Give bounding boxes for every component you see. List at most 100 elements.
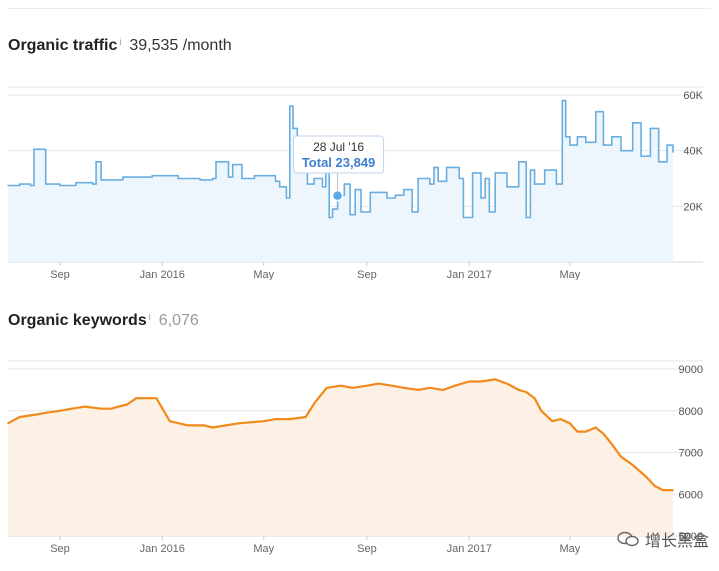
data-point [44, 183, 47, 185]
y-tick-label: 5000 [679, 531, 703, 543]
keywords-info-icon[interactable]: i [148, 312, 151, 322]
data-point [610, 135, 613, 138]
y-tick-label: 40K [683, 146, 703, 158]
x-tick-label: May [559, 269, 580, 280]
data-point [187, 424, 190, 427]
data-point [288, 105, 291, 107]
traffic-header: Organic traffic i 39,535 /month [8, 37, 232, 55]
data-point [433, 166, 435, 169]
x-tick-label: Sep [357, 269, 377, 280]
data-point [672, 151, 674, 153]
data-point [126, 403, 128, 406]
data-point [458, 177, 460, 180]
data-point [564, 135, 567, 138]
data-point [288, 418, 291, 420]
data-point [666, 144, 668, 146]
data-point [540, 409, 543, 412]
data-point [100, 179, 102, 181]
data-point [304, 416, 307, 418]
data-point [484, 177, 486, 180]
data-point [525, 391, 528, 393]
data-point [75, 181, 77, 184]
data-point [278, 186, 281, 188]
data-point [543, 169, 546, 171]
data-point [417, 177, 419, 180]
series-area [8, 379, 673, 536]
data-point [525, 216, 528, 219]
data-point [494, 378, 497, 381]
data-point [631, 464, 634, 466]
data-point [343, 183, 346, 185]
data-point [555, 183, 558, 185]
data-point [569, 144, 571, 146]
data-point [7, 422, 9, 425]
data-point [122, 176, 124, 178]
data-point [569, 422, 571, 425]
data-point [143, 397, 145, 400]
data-point [313, 177, 315, 180]
data-point [506, 186, 508, 188]
data-point [292, 127, 294, 130]
watermark-text: 增长黑盒 [644, 533, 709, 550]
data-point [274, 418, 277, 420]
data-point [551, 420, 554, 422]
data-point [517, 389, 520, 391]
data-point [241, 177, 243, 180]
data-point [7, 184, 9, 187]
data-point [117, 405, 120, 408]
data-point [91, 183, 94, 185]
keywords-title: Organic keywords [8, 312, 147, 329]
x-tick-label: May [253, 543, 274, 555]
data-point [18, 183, 21, 185]
y-tick-label: 9000 [679, 364, 703, 376]
data-point [584, 430, 587, 433]
x-tick-label: Sep [50, 543, 70, 555]
data-point [110, 407, 112, 410]
data-point [471, 172, 474, 174]
data-point [237, 422, 240, 425]
data-point [199, 179, 201, 181]
top-divider [8, 8, 711, 9]
data-point [100, 407, 102, 410]
x-tick-label: Sep [50, 269, 70, 280]
tooltip-total: Total 23,849 [302, 155, 375, 170]
data-point [506, 382, 508, 385]
data-point [151, 174, 154, 177]
data-point [135, 397, 138, 400]
x-tick-label: Sep [357, 543, 377, 555]
data-point [595, 426, 597, 429]
data-point [468, 380, 471, 383]
data-point [231, 163, 234, 166]
y-tick-label: 6000 [679, 489, 703, 501]
data-point [488, 211, 491, 213]
data-point [429, 386, 431, 389]
data-point [662, 489, 664, 491]
keywords-chart: 5000 6000 7000 8000 9000 Sep Jan 2016 May Sep Jan… [7, 360, 703, 555]
data-point [394, 194, 397, 196]
data-point [262, 420, 265, 422]
data-point [274, 180, 277, 183]
data-point [631, 122, 634, 124]
data-point [480, 380, 482, 383]
data-point [417, 389, 419, 391]
data-point [59, 409, 61, 412]
data-point [351, 386, 354, 389]
series-area [8, 100, 673, 262]
data-point [403, 188, 405, 191]
traffic-info-icon[interactable]: i [119, 37, 122, 47]
data-point [610, 443, 613, 445]
wechat-icon [617, 531, 639, 547]
data-point [321, 186, 324, 188]
data-point [211, 426, 214, 429]
data-point [328, 216, 330, 219]
data-point [480, 197, 482, 199]
data-point [211, 177, 214, 180]
data-point [253, 174, 256, 177]
data-point [559, 418, 562, 420]
data-point [84, 405, 86, 408]
keywords-value: 6,076 [158, 312, 199, 329]
data-point [649, 127, 652, 130]
data-point [360, 211, 362, 213]
data-point [331, 208, 334, 210]
data-point [70, 407, 73, 410]
